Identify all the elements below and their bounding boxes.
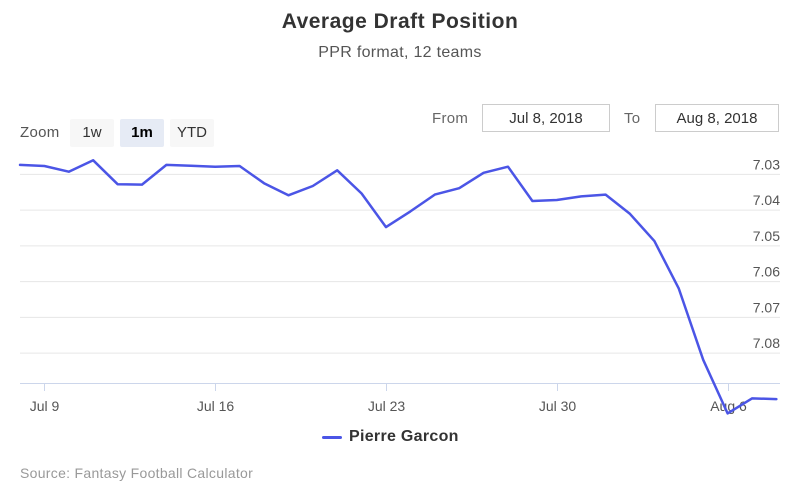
x-tick-label: Jul 23 [368,398,406,414]
y-tick-label: 7.04 [753,192,780,208]
y-tick-label: 7.05 [753,228,780,244]
zoom-1m-button[interactable]: 1m [120,119,164,147]
zoom-ytd-button[interactable]: YTD [170,119,214,147]
grid-lines [20,173,780,354]
range-from-input[interactable]: Jul 8, 2018 [482,104,610,132]
range-from-label: From [432,110,469,127]
chart-title: Average Draft Position [281,10,519,33]
x-tick-label: Aug 6 [710,398,747,414]
legend-item-pierre-garcon[interactable]: Pierre Garcon [322,427,459,447]
legend-swatch [322,435,342,439]
series-line [18,159,778,415]
y-tick-label: 7.08 [753,335,780,351]
x-tick-label: Jul 9 [30,398,60,414]
chart-subtitle: PPR format, 12 teams [318,44,482,61]
y-tick-label: 7.07 [753,299,780,315]
zoom-label: Zoom [20,124,60,141]
range-to-input[interactable]: Aug 8, 2018 [655,104,779,132]
zoom-1w-button[interactable]: 1w [70,119,114,147]
x-tick-label: Jul 16 [197,398,235,414]
legend-label: Pierre Garcon [349,428,459,445]
range-to-label: To [624,110,641,127]
y-tick-label: 7.03 [753,156,780,172]
y-axis: 7.03 7.04 7.05 7.06 7.07 7.08 [753,156,780,351]
series-group [18,159,778,415]
x-tick-label: Jul 30 [539,398,577,414]
chart-credits: Source: Fantasy Football Calculator [20,465,254,481]
y-tick-label: 7.06 [753,264,780,280]
x-axis: Jul 9 Jul 16 Jul 23 Jul 30 Aug 6 [20,383,780,414]
